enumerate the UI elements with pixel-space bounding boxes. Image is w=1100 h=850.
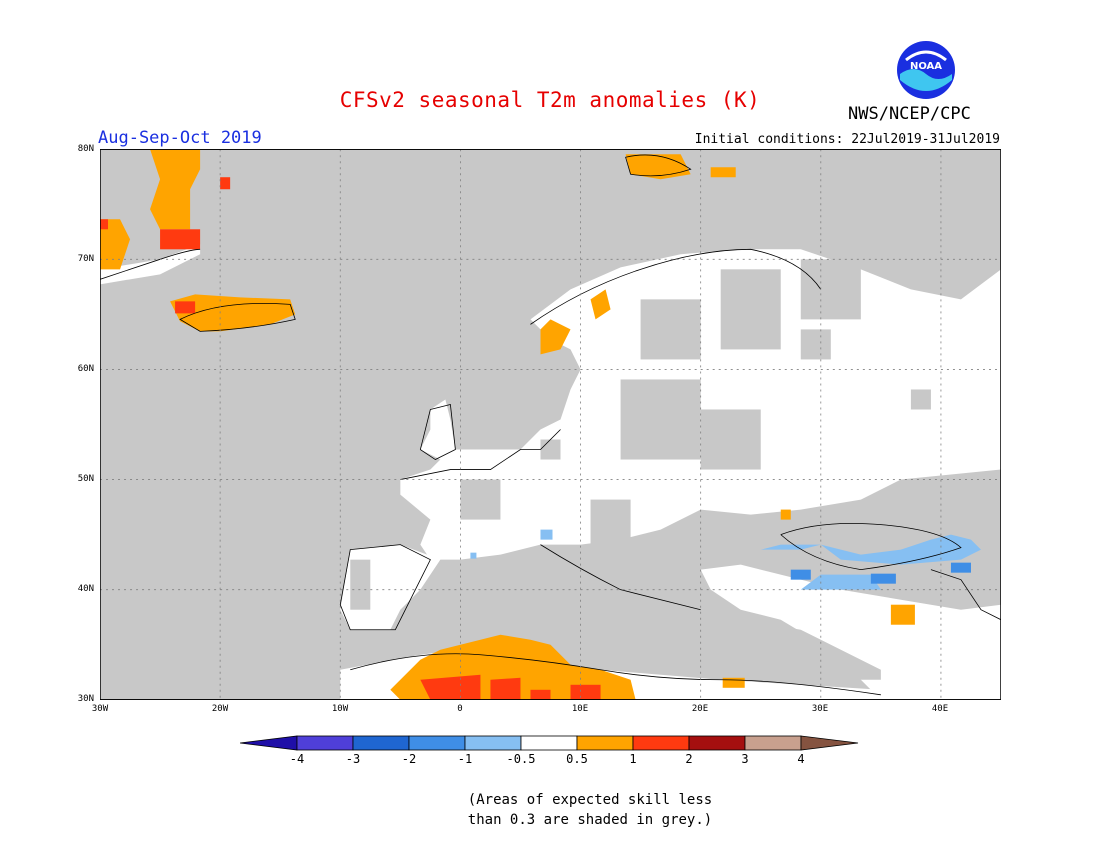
- noaa-logo-text: NOAA: [910, 61, 942, 72]
- colorbar-tick-label: -2: [401, 752, 417, 766]
- lon-label: 10W: [331, 704, 349, 714]
- colorbar-swatch: [464, 735, 522, 751]
- lat-label: 80N: [77, 144, 94, 154]
- colorbar-tick-label: 4: [797, 752, 805, 766]
- colorbar-min-arrow: [240, 735, 298, 751]
- colorbar-swatch: [408, 735, 466, 751]
- lon-label: 30W: [91, 704, 109, 714]
- colorbar-tick-label: -1: [457, 752, 473, 766]
- lat-label: 40N: [77, 584, 94, 594]
- lat-label: 30N: [77, 694, 94, 704]
- lon-label: 20W: [211, 704, 229, 714]
- lat-label: 70N: [77, 254, 94, 264]
- color-legend: [240, 735, 859, 751]
- colorbar-swatch: [352, 735, 410, 751]
- initial-conditions: Initial conditions: 22Jul2019-31Jul2019: [694, 132, 1000, 147]
- colorbar-swatch: [520, 735, 578, 751]
- strong-warm-anomaly-areas: [100, 177, 601, 700]
- colorbar-max-arrow: [800, 735, 859, 751]
- lon-label: 20E: [691, 704, 709, 714]
- lat-label: 60N: [77, 364, 94, 374]
- lon-label: 0: [457, 704, 463, 714]
- colorbar-tick-label: 1: [629, 752, 637, 766]
- colorbar-tick-label: -4: [289, 752, 305, 766]
- colorbar-swatch: [688, 735, 746, 751]
- colorbar-swatch: [744, 735, 802, 751]
- agency-label: NWS/NCEP/CPC: [848, 104, 971, 124]
- colorbar-tick-label: -3: [345, 752, 361, 766]
- cool-anomaly-areas: [470, 529, 981, 590]
- chart-title: CFSv2 seasonal T2m anomalies (K): [339, 88, 761, 112]
- colorbar-tick-label: 0.5: [566, 752, 588, 766]
- colorbar-tick-label: 3: [741, 752, 749, 766]
- graticule: [100, 149, 1001, 700]
- colorbar-swatch: [296, 735, 354, 751]
- skill-note: (Areas of expected skill less than 0.3 a…: [440, 790, 740, 830]
- lat-label: 50N: [77, 474, 94, 484]
- noaa-logo: NOAA: [897, 41, 955, 99]
- lon-label: 30E: [811, 704, 829, 714]
- colorbar-tick-label: 2: [685, 752, 693, 766]
- lon-label: 40E: [931, 704, 949, 714]
- coastlines: [100, 154, 1001, 696]
- skill-note-line: (Areas of expected skill less: [467, 792, 713, 808]
- lon-label: 10E: [571, 704, 589, 714]
- colorbar-tick-label: -0.5: [506, 752, 536, 766]
- colorbar-swatch: [576, 735, 634, 751]
- map-frame: [100, 149, 1001, 700]
- colorbar-swatch: [632, 735, 690, 751]
- skill-note-line: than 0.3 are shaded in grey.): [467, 812, 713, 828]
- forecast-period: Aug-Sep-Oct 2019: [98, 128, 262, 148]
- anomaly-map: [100, 149, 1001, 700]
